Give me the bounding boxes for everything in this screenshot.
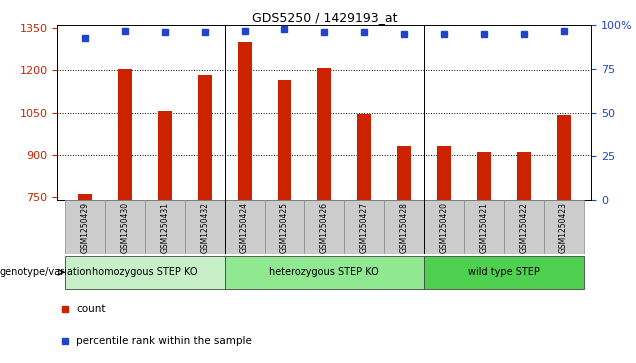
Bar — [145, 200, 185, 254]
Text: homozygous STEP KO: homozygous STEP KO — [92, 266, 198, 277]
Text: GSM1250423: GSM1250423 — [559, 203, 568, 253]
Bar — [198, 74, 212, 200]
Bar — [277, 80, 291, 200]
Bar — [477, 152, 491, 200]
Text: GSM1250427: GSM1250427 — [360, 203, 369, 253]
Bar — [397, 146, 411, 200]
Bar — [544, 200, 583, 254]
Bar — [317, 68, 331, 200]
Text: heterozygous STEP KO: heterozygous STEP KO — [270, 266, 379, 277]
Text: GSM1250430: GSM1250430 — [120, 203, 130, 253]
Text: GSM1250432: GSM1250432 — [200, 203, 209, 253]
Text: count: count — [76, 304, 106, 314]
Bar — [437, 146, 451, 200]
Bar — [305, 200, 344, 254]
Text: genotype/variation: genotype/variation — [0, 267, 93, 277]
Bar — [78, 194, 92, 200]
Bar — [158, 111, 172, 200]
Text: GSM1250429: GSM1250429 — [81, 203, 90, 253]
Bar — [556, 115, 570, 200]
Text: GSM1250424: GSM1250424 — [240, 203, 249, 253]
Text: GSM1250421: GSM1250421 — [480, 203, 488, 253]
Text: GSM1250431: GSM1250431 — [160, 203, 169, 253]
Bar — [344, 200, 384, 254]
Bar — [265, 200, 305, 254]
Bar — [105, 200, 145, 254]
Bar — [464, 200, 504, 254]
Bar — [225, 200, 265, 254]
Bar — [384, 200, 424, 254]
Bar — [185, 200, 225, 254]
Text: GSM1250426: GSM1250426 — [320, 203, 329, 253]
Title: GDS5250 / 1429193_at: GDS5250 / 1429193_at — [252, 11, 397, 24]
Text: GSM1250422: GSM1250422 — [519, 203, 529, 253]
Bar — [357, 114, 371, 200]
Bar — [504, 200, 544, 254]
Text: percentile rank within the sample: percentile rank within the sample — [76, 337, 252, 346]
Text: GSM1250420: GSM1250420 — [439, 203, 448, 253]
Bar — [225, 256, 424, 289]
Bar — [424, 200, 464, 254]
Text: GSM1250425: GSM1250425 — [280, 203, 289, 253]
Bar — [516, 152, 530, 200]
Bar — [66, 256, 225, 289]
Bar — [238, 42, 252, 200]
Bar — [424, 256, 583, 289]
Bar — [66, 200, 105, 254]
Bar — [118, 69, 132, 200]
Text: wild type STEP: wild type STEP — [468, 266, 540, 277]
Text: GSM1250428: GSM1250428 — [399, 203, 408, 253]
